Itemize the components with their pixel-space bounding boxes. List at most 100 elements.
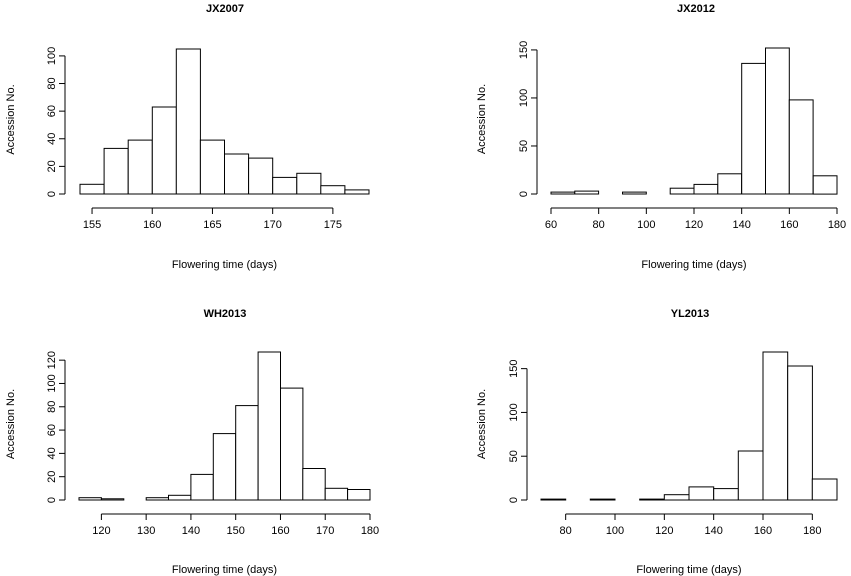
y-tick-label: 20 bbox=[46, 160, 58, 172]
histogram-bar bbox=[320, 185, 346, 195]
histogram-bar bbox=[344, 189, 370, 195]
histogram-bar bbox=[639, 498, 665, 501]
histogram-panel-wh2013: WH2013 120 130 140 150 160 170 180 0 20 40 60 80 100 1… bbox=[5, 308, 379, 576]
x-tick-label: 130 bbox=[137, 525, 155, 537]
histogram-bar bbox=[713, 488, 739, 501]
y-tick-label: 60 bbox=[46, 105, 58, 117]
histogram-bar bbox=[248, 157, 274, 195]
histogram-bar bbox=[788, 99, 814, 195]
histogram-bar bbox=[257, 351, 282, 501]
panel-title: JX2007 bbox=[206, 3, 244, 15]
histogram-bar bbox=[100, 498, 125, 501]
x-tick-label: 180 bbox=[361, 525, 379, 537]
histogram-bar bbox=[79, 183, 105, 195]
histogram-bar bbox=[762, 351, 789, 501]
y-tick-label: 150 bbox=[518, 41, 530, 59]
y-tick-label: 50 bbox=[508, 450, 520, 462]
y-tick-label: 20 bbox=[46, 471, 58, 483]
x-tick-label: 165 bbox=[203, 219, 221, 231]
y-tick-label: 40 bbox=[46, 133, 58, 145]
x-axis-label: Flowering time (days) bbox=[172, 564, 277, 576]
histogram-bar bbox=[787, 365, 813, 501]
y-tick-label: 0 bbox=[508, 497, 520, 503]
y-tick-label: 100 bbox=[46, 374, 58, 392]
histogram-bar bbox=[693, 183, 719, 195]
histogram-bar bbox=[574, 190, 600, 195]
histogram-bar bbox=[324, 487, 349, 501]
y-tick-label: 80 bbox=[46, 401, 58, 413]
x-tick-label: 180 bbox=[803, 525, 821, 537]
x-tick-label: 80 bbox=[593, 219, 605, 231]
x-axis-label: Flowering time (days) bbox=[172, 259, 277, 271]
histogram-bar bbox=[127, 139, 153, 195]
x-tick-label: 160 bbox=[780, 219, 798, 231]
y-tick-label: 0 bbox=[46, 191, 58, 197]
histogram-bar bbox=[622, 191, 647, 195]
histogram-bar bbox=[168, 494, 192, 501]
x-tick-label: 120 bbox=[92, 525, 110, 537]
x-tick-label: 100 bbox=[637, 219, 655, 231]
x-tick-label: 155 bbox=[83, 219, 101, 231]
histogram-bar bbox=[224, 153, 250, 195]
histogram-panel-yl2013: YL2013 80 100 120 140 160 180 0 50 100 150 Flowerin… bbox=[476, 308, 838, 576]
x-tick-label: 80 bbox=[560, 525, 572, 537]
x-tick-label: 120 bbox=[655, 525, 673, 537]
histogram-bar bbox=[175, 48, 201, 195]
histogram-bar bbox=[540, 498, 567, 501]
histogram-bar bbox=[669, 187, 695, 195]
y-tick-label: 120 bbox=[46, 351, 58, 369]
x-tick-label: 100 bbox=[606, 525, 624, 537]
histogram-panel-jx2012: JX2012 60 80 100 120 140 160 180 0 50 100 150 Flower… bbox=[476, 3, 846, 271]
histogram-bar bbox=[212, 433, 237, 501]
y-tick-label: 80 bbox=[46, 77, 58, 89]
histogram-bar bbox=[199, 139, 225, 195]
histogram-bar bbox=[347, 489, 371, 501]
histogram-bar bbox=[550, 191, 576, 195]
histogram-bar bbox=[811, 478, 838, 501]
histogram-bar bbox=[663, 494, 690, 501]
x-axis-label: Flowering time (days) bbox=[636, 564, 741, 576]
y-tick-label: 40 bbox=[46, 447, 58, 459]
y-axis-label: Accession No. bbox=[5, 389, 17, 459]
panel-title: YL2013 bbox=[671, 308, 710, 320]
histogram-bar bbox=[589, 498, 616, 501]
y-axis-label: Accession No. bbox=[476, 84, 488, 154]
x-tick-label: 150 bbox=[227, 525, 245, 537]
y-tick-label: 100 bbox=[518, 89, 530, 107]
histogram-bar bbox=[280, 387, 304, 501]
x-tick-label: 140 bbox=[732, 219, 750, 231]
x-tick-label: 170 bbox=[316, 525, 334, 537]
panel-title: JX2012 bbox=[677, 3, 715, 15]
x-tick-label: 180 bbox=[828, 219, 846, 231]
histogram-panel-jx2007: JX2007 155 160 165 170 175 0 20 40 60 80 100 Floweri… bbox=[5, 3, 370, 271]
histogram-bar bbox=[190, 473, 214, 501]
histogram-bar bbox=[151, 106, 177, 195]
x-tick-label: 160 bbox=[143, 219, 161, 231]
histogram-bar bbox=[717, 173, 743, 195]
x-tick-label: 160 bbox=[754, 525, 772, 537]
y-tick-label: 100 bbox=[46, 47, 58, 65]
histogram-bar bbox=[812, 175, 838, 195]
histogram-bar bbox=[737, 450, 764, 501]
histogram-bar bbox=[78, 497, 102, 501]
x-tick-label: 160 bbox=[271, 525, 289, 537]
x-tick-label: 140 bbox=[182, 525, 200, 537]
x-tick-label: 120 bbox=[685, 219, 703, 231]
y-tick-label: 60 bbox=[46, 424, 58, 436]
histogram-bar bbox=[302, 468, 326, 501]
x-tick-label: 140 bbox=[704, 525, 722, 537]
histogram-bar bbox=[103, 147, 129, 195]
y-axis-label: Accession No. bbox=[476, 389, 488, 459]
histogram-bar bbox=[272, 176, 298, 195]
histogram-bar bbox=[688, 486, 715, 501]
y-tick-label: 100 bbox=[508, 403, 520, 421]
y-tick-label: 150 bbox=[508, 359, 520, 377]
y-tick-label: 50 bbox=[518, 140, 530, 152]
x-tick-label: 60 bbox=[545, 219, 557, 231]
histogram-bar bbox=[296, 172, 322, 195]
histogram-bar bbox=[235, 405, 259, 501]
panel-title: WH2013 bbox=[204, 308, 247, 320]
histogram-bar bbox=[741, 62, 767, 195]
y-tick-label: 0 bbox=[46, 497, 58, 503]
